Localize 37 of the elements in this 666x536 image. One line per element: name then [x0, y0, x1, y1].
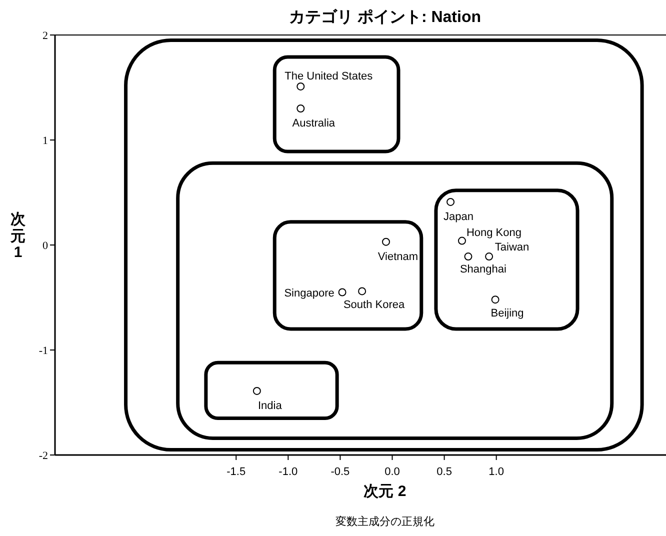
- text: 変数主成分の正規化: [336, 515, 434, 528]
- annotation: Hong Kong: [466, 226, 522, 239]
- point: [446, 198, 455, 206]
- x-tick-label: 1.0: [488, 466, 504, 478]
- x-tick-label: -1.5: [226, 466, 246, 478]
- point: [491, 296, 500, 304]
- y-tick-label: 1: [42, 135, 48, 147]
- x-tick-label: 0.0: [384, 466, 400, 478]
- point: [252, 386, 261, 395]
- x-tick-label: -1.0: [278, 466, 298, 478]
- annotation: The United States: [284, 70, 374, 82]
- annotation: India: [258, 400, 283, 412]
- point: [338, 288, 346, 296]
- annotation: Australia: [292, 118, 336, 130]
- annotation: Singapore: [284, 287, 334, 300]
- y-tick-label: 2: [42, 30, 48, 42]
- x-axis-title: 次元 2: [364, 483, 406, 500]
- annotation: Beijing: [490, 308, 524, 320]
- annotation: South Korea: [343, 299, 406, 312]
- y-tick-label: 0: [42, 240, 48, 252]
- annotation: Taiwan: [494, 242, 530, 254]
- point: [485, 252, 494, 261]
- point: [464, 252, 472, 261]
- y-axis-title: 次元 1: [10, 211, 26, 261]
- x-tick-label: 0.5: [436, 466, 452, 478]
- y-tick-label: -1: [38, 345, 48, 357]
- annotation: Shanghai: [460, 264, 506, 276]
- annotation: Japan: [444, 210, 474, 223]
- point: [358, 287, 366, 296]
- point: [458, 236, 466, 245]
- annotation: Vietnam: [378, 250, 418, 263]
- y-tick-label: -2: [38, 450, 48, 462]
- chart-title: カテゴリ ポイント: Nation: [289, 8, 481, 26]
- point: [382, 238, 390, 246]
- point: [296, 104, 305, 112]
- x-tick-label: -0.5: [330, 466, 350, 478]
- point: [296, 82, 305, 90]
